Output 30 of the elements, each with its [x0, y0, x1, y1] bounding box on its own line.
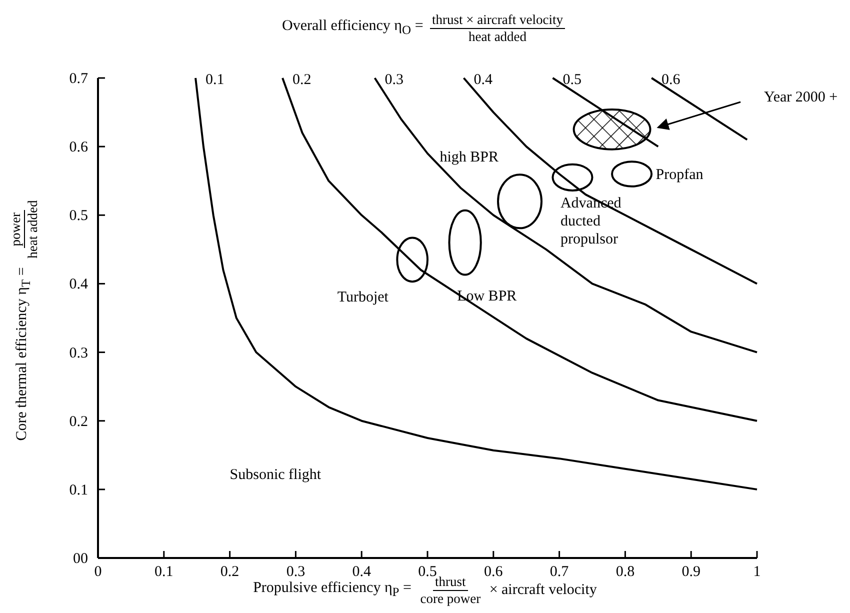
- annotation: Subsonic flight: [230, 467, 322, 484]
- series-label: 0.1: [206, 72, 224, 88]
- annotation: Propfan: [656, 167, 704, 183]
- annotation: Turbojet: [337, 290, 390, 306]
- y-tick-label: 0.2: [69, 414, 88, 430]
- x-tick-label: 0.9: [682, 564, 700, 580]
- text: Year 2000 +: [764, 89, 838, 106]
- x-tick-label: 0.5: [418, 564, 437, 580]
- x-tick-label: 0.6: [484, 564, 504, 580]
- x-tick-label: 0: [94, 564, 102, 580]
- x-tick-label: 0.1: [154, 564, 174, 580]
- annotation: high BPR: [440, 149, 499, 166]
- series-label: 0.6: [662, 72, 681, 88]
- y-tick-label: 0.4: [69, 276, 88, 293]
- x-tick-label: 0.2: [220, 564, 240, 580]
- x-tick-label: 1: [753, 564, 761, 580]
- y-tick-label: 00: [73, 551, 88, 567]
- x-tick-label: 0.4: [352, 564, 372, 580]
- y-tick-label: 0.1: [69, 482, 88, 498]
- y-tick-label: 0.7: [69, 71, 88, 87]
- y-tick-label: 0.6: [69, 140, 88, 156]
- y-tick-label: 0.5: [69, 208, 88, 224]
- series-label: 0.4: [474, 72, 493, 88]
- chart-title: Overall efficiency η$_{O}$ = thrust × aircraft velocityheat added: [282, 12, 564, 44]
- series-label: 0.5: [562, 72, 582, 88]
- y-tick-label: 0.3: [69, 345, 88, 362]
- series-label: 0.2: [292, 72, 312, 88]
- x-tick-label: 0.7: [550, 564, 570, 580]
- x-tick-label: 0.8: [616, 564, 635, 580]
- series-label: 0.3: [384, 72, 404, 88]
